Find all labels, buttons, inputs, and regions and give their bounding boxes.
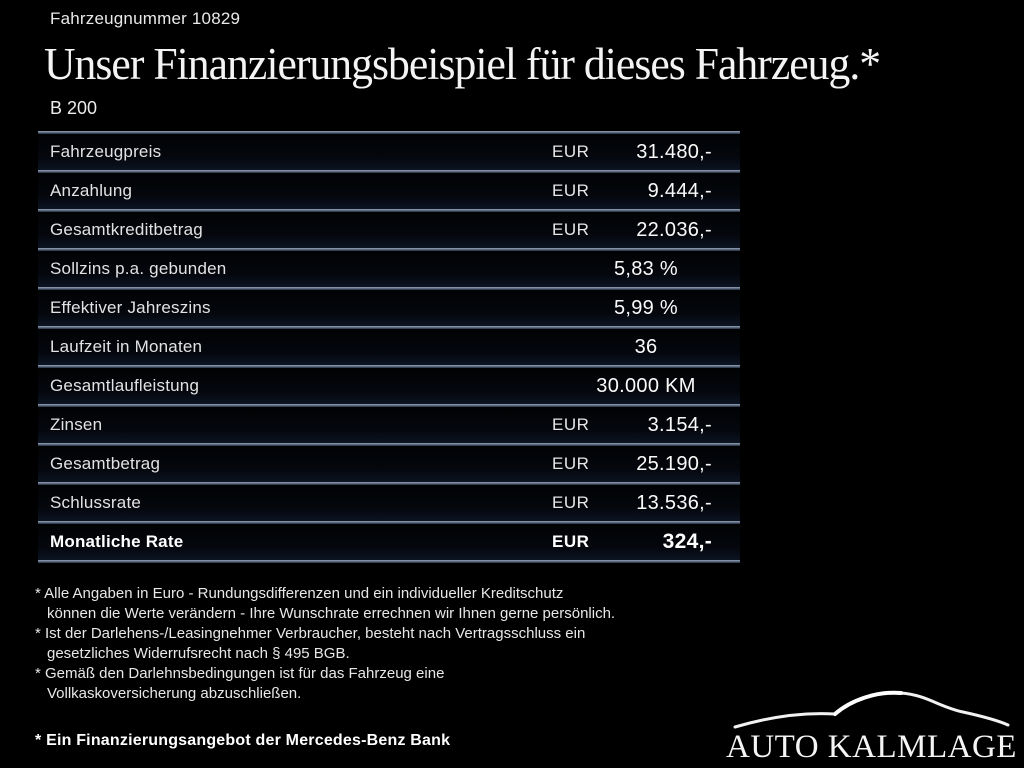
- dealer-logo: AUTO KALMLAGE: [726, 685, 1016, 766]
- row-currency: EUR: [552, 532, 590, 551]
- financing-table: Fahrzeugpreis EUR 31.480,- Anzahlung EUR…: [38, 131, 740, 563]
- row-label: Sollzins p.a. gebunden: [50, 259, 227, 278]
- row-label: Laufzeit in Monaten: [50, 337, 203, 356]
- row-label: Gesamtlaufleistung: [50, 376, 200, 395]
- row-value-area: 5,83 %: [552, 258, 740, 281]
- table-row: Laufzeit in Monaten 36: [38, 329, 740, 365]
- table-divider: [38, 287, 740, 290]
- vehicle-number: Fahrzeugnummer 10829: [50, 9, 241, 28]
- row-value: 36: [634, 335, 658, 358]
- row-value: 13.536,-: [636, 491, 712, 514]
- row-value: 30.000 KM: [596, 374, 696, 397]
- table-divider: [38, 521, 740, 524]
- table-divider: [38, 482, 740, 485]
- footnotes: * Alle Angaben in Euro - Rundungsdiffere…: [35, 584, 765, 704]
- row-value-area: EUR 31.480,-: [552, 141, 740, 164]
- row-value-area: EUR 9.444,-: [552, 180, 740, 203]
- bank-note: * Ein Finanzierungsangebot der Mercedes-…: [35, 732, 451, 749]
- table-row: Gesamtbetrag EUR 25.190,-: [38, 446, 740, 482]
- row-currency: EUR: [552, 142, 590, 161]
- vehicle-model: B 200: [50, 98, 98, 118]
- footnote-line: * Ist der Darlehens-/Leasingnehmer Verbr…: [35, 625, 586, 642]
- table-row: Zinsen EUR 3.154,-: [38, 407, 740, 443]
- page-title: Unser Finanzierungsbeispiel für dieses F…: [44, 39, 881, 89]
- table-divider: [38, 560, 740, 563]
- row-currency: EUR: [552, 493, 590, 512]
- row-value-area: EUR 25.190,-: [552, 453, 740, 476]
- table-row: Anzahlung EUR 9.444,-: [38, 173, 740, 209]
- row-label: Gesamtkreditbetrag: [50, 220, 203, 239]
- row-label: Effektiver Jahreszins: [50, 298, 211, 317]
- row-value-area: EUR 22.036,-: [552, 219, 740, 242]
- row-value: 5,99 %: [613, 296, 679, 319]
- row-label: Anzahlung: [50, 181, 133, 200]
- footnote-line: * Alle Angaben in Euro - Rundungsdiffere…: [35, 585, 564, 602]
- car-silhouette-icon: [733, 690, 1010, 729]
- row-label: Monatliche Rate: [50, 532, 184, 551]
- dealer-name: AUTO KALMLAGE: [726, 729, 1017, 765]
- row-value: 5,83 %: [613, 257, 679, 280]
- row-value-area: 30.000 KM: [552, 375, 740, 398]
- row-currency: EUR: [552, 220, 590, 239]
- table-row: Schlussrate EUR 13.536,-: [38, 485, 740, 521]
- row-value: 22.036,-: [636, 218, 712, 241]
- row-value-area: 5,99 %: [552, 297, 740, 320]
- row-label: Gesamtbetrag: [50, 454, 161, 473]
- row-value-area: EUR 324,-: [552, 530, 740, 554]
- row-label: Schlussrate: [50, 493, 142, 512]
- row-value-area: EUR 13.536,-: [552, 492, 740, 515]
- row-value: 3.154,-: [647, 413, 712, 436]
- table-divider: [38, 248, 740, 251]
- row-currency: EUR: [552, 181, 590, 200]
- footnote-line: * Gemäß den Darlehnsbedingungen ist für …: [35, 665, 445, 682]
- footnote-line: Vollkaskoversicherung abzuschließen.: [47, 685, 302, 702]
- row-value-area: EUR 3.154,-: [552, 414, 740, 437]
- row-value: 25.190,-: [636, 452, 712, 475]
- table-divider: [38, 404, 740, 407]
- table-divider: [38, 443, 740, 446]
- row-label: Fahrzeugpreis: [50, 142, 162, 161]
- row-currency: EUR: [552, 454, 590, 473]
- table-row: Fahrzeugpreis EUR 31.480,-: [38, 134, 740, 170]
- row-value: 9.444,-: [647, 179, 712, 202]
- table-divider: [38, 170, 740, 173]
- footnote-line: können die Werte verändern - Ihre Wunsch…: [47, 605, 616, 622]
- table-divider: [38, 209, 740, 212]
- row-value: 324,-: [662, 530, 712, 553]
- table-divider: [38, 365, 740, 368]
- table-row: Sollzins p.a. gebunden 5,83 %: [38, 251, 740, 287]
- table-row: Gesamtlaufleistung 30.000 KM: [38, 368, 740, 404]
- row-value: 31.480,-: [636, 140, 712, 163]
- footnote-line: gesetzliches Widerrufsrecht nach § 495 B…: [47, 645, 350, 662]
- table-divider: [38, 326, 740, 329]
- row-label: Zinsen: [50, 415, 103, 434]
- row-value-area: 36: [552, 336, 740, 359]
- row-currency: EUR: [552, 415, 590, 434]
- table-row: Gesamtkreditbetrag EUR 22.036,-: [38, 212, 740, 248]
- table-row: Effektiver Jahreszins 5,99 %: [38, 290, 740, 326]
- table-row: Monatliche Rate EUR 324,-: [38, 524, 740, 560]
- table-divider: [38, 131, 740, 134]
